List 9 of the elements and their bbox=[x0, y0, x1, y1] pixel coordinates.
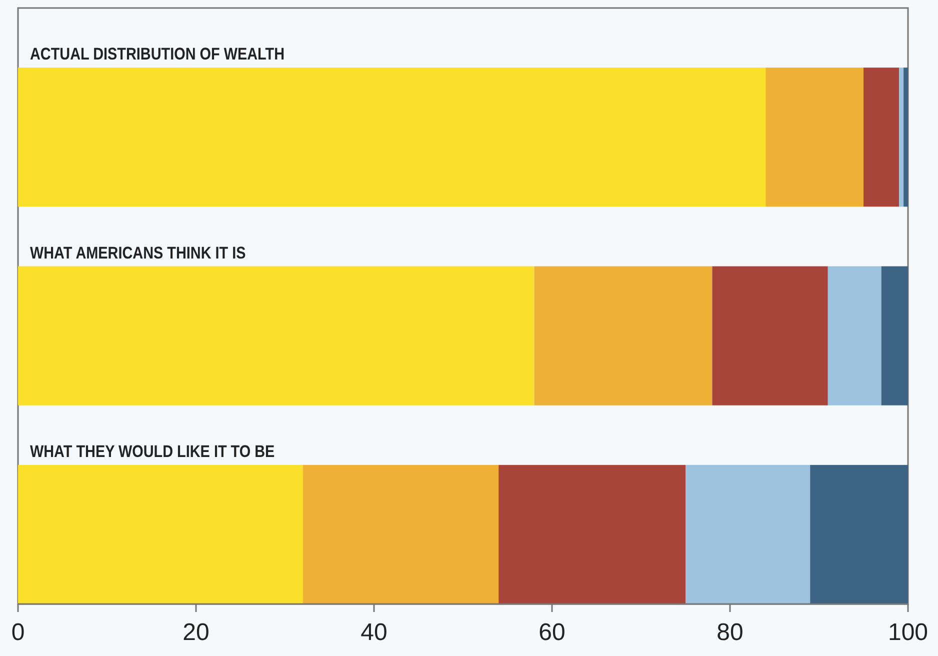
x-tick-label: 0 bbox=[11, 619, 25, 646]
y-tick-label: WHAT AMERICANS THINK IT IS bbox=[30, 244, 246, 263]
x-tick-label: 60 bbox=[538, 619, 566, 646]
x-tick-label: 100 bbox=[888, 619, 928, 646]
x-tick-label: 20 bbox=[182, 619, 210, 646]
x-tick-label: 40 bbox=[360, 619, 388, 646]
y-tick-label: WHAT THEY WOULD LIKE IT TO BE bbox=[30, 442, 275, 462]
x-tick-label: 80 bbox=[716, 619, 744, 646]
y-tick-label: ACTUAL DISTRIBUTION OF WEALTH bbox=[30, 46, 285, 64]
